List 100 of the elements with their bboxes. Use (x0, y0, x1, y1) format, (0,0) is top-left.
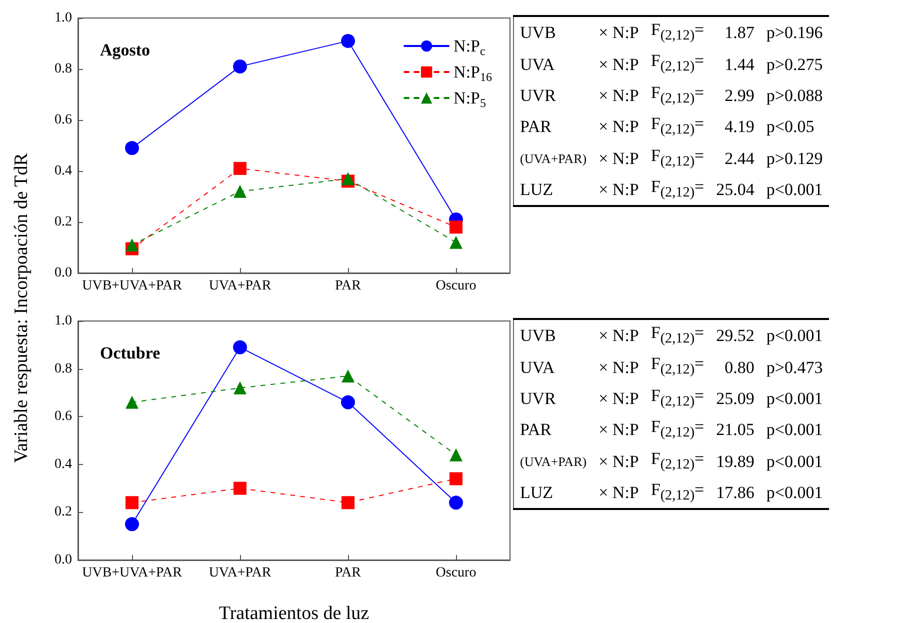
text: 1.87 (724, 22, 756, 44)
text: p>0.275 (765, 54, 824, 76)
text: UVB (519, 22, 557, 44)
point (234, 381, 246, 394)
text: 0.80 (724, 356, 756, 379)
text: 19.89 (715, 450, 756, 473)
text: p<0.001 (765, 482, 824, 504)
text: LUZ (519, 482, 554, 504)
text: F$_{(2,12)}$= (650, 353, 706, 380)
y-tick-label: 1.0 (54, 314, 72, 328)
text: F$_{(2,12)}$= (650, 19, 706, 46)
text: p<0.001 (765, 388, 824, 410)
x-axis-title: Tratamientos de luz (218, 603, 370, 623)
text: × N:P (598, 179, 640, 202)
text: p<0.05 (765, 116, 816, 138)
text: PAR (519, 419, 553, 442)
text: 25.04 (715, 179, 756, 202)
y-tick-label: 0.4 (54, 456, 72, 472)
text: p>0.196 (765, 22, 824, 44)
point (342, 172, 354, 186)
point (126, 396, 138, 409)
point (233, 340, 247, 354)
y-tick-label: 0.8 (54, 361, 72, 376)
y-tick-label: 0.8 (54, 62, 72, 76)
text: F$_{(2,12)}$= (650, 322, 706, 348)
text: UVR (519, 84, 557, 107)
point (450, 236, 462, 249)
text: UVA (519, 356, 556, 379)
text: p>0.088 (765, 84, 824, 107)
text: PAR (519, 116, 553, 138)
text: F$_{(2,12)}$= (650, 113, 706, 140)
text: 29.52 (715, 325, 756, 348)
point (342, 369, 354, 382)
text: F$_{(2,12)}$= (650, 416, 706, 443)
x-tick-label: Oscuro (436, 566, 476, 580)
point (234, 482, 246, 495)
x-tick-label: UVA+PAR (208, 278, 272, 294)
text: F$_{(2,12)}$= (650, 478, 706, 506)
text: 4.19 (724, 116, 756, 138)
text: (UVA+PAR) (519, 452, 588, 471)
text: Agosto (100, 40, 150, 60)
y-axis-title: Variable respuesta: Incorpoación de TdR (11, 153, 33, 463)
x-tick-label: UVA+PAR (208, 566, 272, 580)
text: p>0.473 (765, 356, 824, 379)
text: UVA (519, 54, 556, 76)
point (125, 141, 139, 156)
point (341, 395, 355, 410)
text: UVR (519, 388, 557, 410)
text: 21.05 (715, 419, 756, 442)
point (126, 238, 138, 252)
text: p<0.001 (765, 325, 824, 348)
text: × N:P (598, 482, 640, 504)
text: F$_{(2,12)}$= (650, 448, 706, 474)
point (341, 34, 355, 48)
point (234, 184, 246, 198)
x-tick-label: PAR (335, 566, 362, 580)
text: × N:P (598, 116, 640, 138)
point (125, 517, 139, 532)
text: 25.09 (715, 388, 756, 410)
text: (UVA+PAR) (519, 150, 588, 168)
text: F$_{(2,12)}$= (650, 50, 706, 77)
text: × N:P (598, 356, 640, 379)
text: × N:P (598, 450, 640, 473)
text: UVB (519, 325, 557, 348)
text: p<0.001 (765, 450, 824, 473)
x-tick-label: UVB+UVA+PAR (82, 278, 183, 294)
y-tick-label: 0.6 (54, 409, 72, 424)
text: × N:P (598, 325, 640, 348)
text: × N:P (598, 54, 640, 76)
text: p>0.129 (765, 148, 824, 170)
y-tick-label: 0.2 (54, 504, 72, 520)
point (450, 448, 462, 462)
point (450, 472, 462, 486)
text: Octubre (100, 344, 161, 362)
point (126, 496, 138, 510)
text: F$_{(2,12)}$= (650, 82, 706, 108)
text: × N:P (598, 388, 640, 410)
text: p<0.001 (765, 179, 824, 202)
text: × N:P (598, 148, 640, 170)
point (234, 162, 246, 175)
text: F$_{(2,12)}$= (650, 176, 706, 202)
text: 2.99 (724, 84, 756, 107)
text: 1.44 (724, 54, 756, 76)
y-tick-label: 0.6 (54, 112, 72, 128)
y-tick-label: 0.0 (54, 266, 72, 280)
y-tick-label: 0.2 (54, 214, 72, 230)
y-tick-label: 0.0 (54, 552, 72, 568)
x-tick-label: Oscuro (436, 278, 476, 294)
y-tick-label: 0.4 (54, 164, 72, 178)
point (449, 496, 463, 510)
text: F$_{(2,12)}$= (650, 384, 706, 412)
point (342, 496, 354, 510)
x-tick-label: UVB+UVA+PAR (82, 566, 183, 580)
text: × N:P (598, 419, 640, 442)
text: F$_{(2,12)}$= (650, 144, 706, 171)
text: LUZ (519, 179, 554, 202)
point (233, 59, 247, 74)
text: p<0.001 (765, 419, 824, 442)
y-tick-label: 1.0 (54, 10, 72, 26)
text: × N:P (598, 84, 640, 107)
